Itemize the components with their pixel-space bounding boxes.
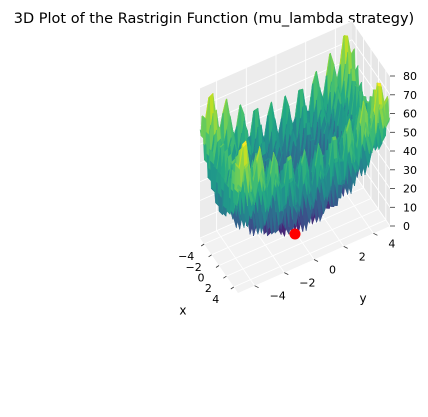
best-point-marker <box>289 228 301 240</box>
z-tick-label: 40 <box>403 145 417 158</box>
axes-labels: xy <box>179 292 366 318</box>
grid-wall-z-right <box>351 39 391 96</box>
x-tick-label: −2 <box>185 261 201 274</box>
z-tick-label: 10 <box>403 201 417 214</box>
x-tick-mark <box>208 254 212 258</box>
z-tick-label: 60 <box>403 108 417 121</box>
y-tick-mark <box>343 246 348 249</box>
z-tick-label: 50 <box>403 126 417 139</box>
grid-wall-z-right <box>351 20 391 77</box>
best-point-layer <box>289 228 301 240</box>
x-tick-label: −4 <box>178 250 194 263</box>
x-tick-mark <box>223 275 227 279</box>
y-tick-label: 0 <box>329 264 336 277</box>
z-tick-label: 20 <box>403 183 417 196</box>
y-tick-label: 4 <box>388 237 395 250</box>
y-tick-label: −4 <box>270 290 286 303</box>
x-tick-label: 4 <box>212 293 219 306</box>
grid-floor-y <box>216 230 255 286</box>
y-tick-mark <box>313 259 319 262</box>
x-tick-mark <box>200 243 205 247</box>
z-tick-label: 70 <box>403 89 417 102</box>
x-tick-label: 2 <box>205 282 212 295</box>
surface-face <box>236 184 242 192</box>
z-tick-label: 0 <box>403 220 410 233</box>
x-tick-label: 0 <box>198 272 205 285</box>
x-tick-mark <box>215 265 220 268</box>
grid-wall-z-left <box>199 39 353 108</box>
y-tick-label: −2 <box>299 277 315 290</box>
z-tick-label: 30 <box>403 164 417 177</box>
rastrigin-surface <box>199 34 391 238</box>
x-axis-label: x <box>179 303 186 317</box>
y-axis-label: y <box>359 292 366 306</box>
y-tick-label: 2 <box>359 250 366 263</box>
grid-wall-z-left <box>199 20 353 89</box>
x-tick-mark <box>230 286 235 290</box>
z-tick-label: 80 <box>403 70 417 83</box>
y-tick-mark <box>284 272 289 275</box>
grid-wall-z-right <box>351 170 391 227</box>
y-tick-mark <box>254 285 259 289</box>
chart-title: 3D Plot of the Rastrigin Function (mu_la… <box>14 11 414 27</box>
y-tick-mark <box>373 232 378 236</box>
